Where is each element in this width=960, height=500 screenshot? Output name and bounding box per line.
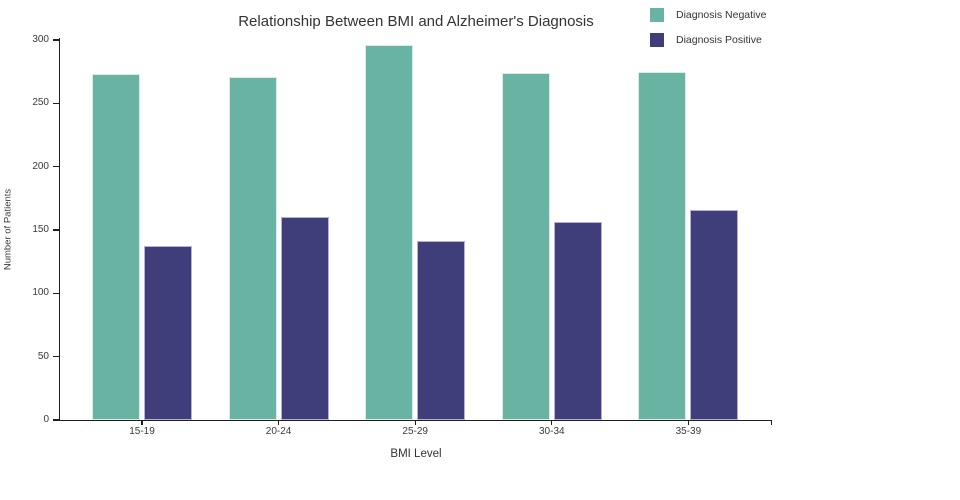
bar-negative-35-39 [638, 71, 687, 420]
bar-positive-20-24 [280, 217, 329, 420]
x-tick [414, 420, 416, 425]
x-axis-label: BMI Level [390, 448, 442, 460]
legend-label: Diagnosis Positive [676, 34, 762, 46]
bar-negative-25-29 [365, 45, 414, 420]
x-axis-line [58, 419, 772, 422]
bar-negative-30-34 [501, 72, 550, 420]
y-tick-label: 250 [32, 97, 49, 109]
bar-positive-30-34 [553, 222, 602, 420]
chart-title: Relationship Between BMI and Alzheimer's… [238, 13, 594, 30]
y-tick [53, 39, 60, 41]
y-tick [53, 419, 60, 421]
x-tick [551, 420, 553, 425]
x-tick-label: 15-19 [129, 426, 155, 437]
bar-positive-25-29 [417, 241, 466, 420]
legend: Diagnosis Negative Diagnosis Positive [650, 8, 766, 47]
y-tick-label: 100 [32, 287, 49, 299]
legend-swatch-icon [650, 33, 664, 47]
x-tick-label: 25-29 [402, 426, 428, 437]
legend-item-negative: Diagnosis Negative [650, 8, 766, 22]
bar-negative-15-19 [92, 74, 140, 420]
legend-label: Diagnosis Negative [676, 9, 767, 21]
y-tick-label: 50 [37, 350, 49, 362]
y-axis-label: Number of Patients [2, 188, 14, 271]
x-tick-label: 30-34 [539, 426, 565, 437]
legend-item-positive: Diagnosis Positive [650, 33, 766, 47]
y-tick [53, 102, 60, 104]
y-axis-line [58, 38, 60, 422]
y-tick [53, 229, 60, 231]
bar-positive-35-39 [690, 209, 739, 420]
y-tick [53, 356, 60, 358]
y-tick-label: 200 [32, 160, 49, 172]
y-tick-label: 300 [32, 34, 49, 45]
x-end-tick [770, 420, 772, 425]
legend-swatch-icon [650, 8, 664, 22]
bar-positive-15-19 [144, 246, 192, 420]
y-tick [53, 292, 60, 294]
x-tick [278, 420, 280, 425]
bar-negative-20-24 [228, 76, 277, 420]
y-tick-label: 150 [32, 224, 49, 235]
x-tick-label: 20-24 [265, 426, 292, 437]
y-tick-label: 0 [43, 414, 49, 425]
x-tick-label: 35-39 [675, 426, 702, 437]
x-tick [141, 420, 143, 425]
y-tick [53, 166, 60, 168]
x-tick [687, 420, 689, 425]
